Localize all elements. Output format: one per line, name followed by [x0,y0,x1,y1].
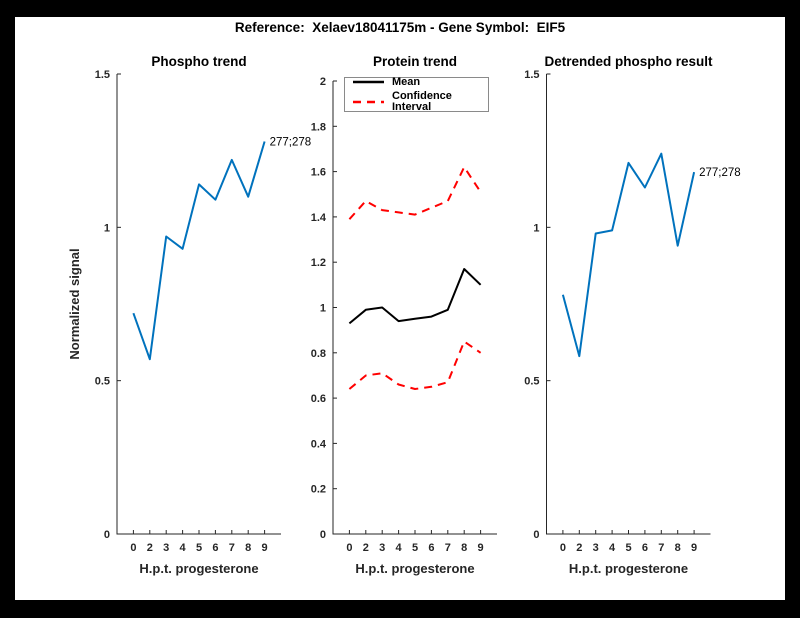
y-tick-label: 1.4 [311,212,327,224]
x-tick-label: 0 [130,542,136,554]
y-axis-label: Normalized signal [67,248,82,359]
legend-row-confidence-interval: Confidence Interval [352,89,488,113]
confidence-interval-swatch [353,100,384,103]
y-tick-label: 0 [320,529,326,541]
endpoint-annotation: 277;278 [699,167,741,179]
x-tick-label: 8 [245,542,251,554]
x-tick-label: 0 [346,542,352,554]
y-tick-label: 1.5 [95,69,110,81]
y-tick-label: 0 [104,529,110,541]
x-tick-label: 8 [461,542,467,554]
x-tick-label: 4 [396,542,403,554]
y-tick-label: 0.5 [524,376,539,388]
y-tick-label: 1.6 [311,167,326,179]
y-tick-label: 0.8 [311,348,326,360]
x-tick-label: 6 [212,542,218,554]
x-axis-label: H.p.t. progesterone [569,561,688,576]
axes-spines [332,81,497,535]
axes-spines [116,74,281,535]
x-tick-label: 5 [196,542,202,554]
phospho-line [132,141,266,361]
y-tick-label: 0.5 [95,376,110,388]
x-tick-label: 3 [593,542,599,554]
x-axis-label: H.p.t. progesterone [139,561,258,576]
x-tick-label: 9 [262,542,268,554]
figure-title: Reference: Xelaev18041175m - Gene Symbol… [234,20,566,35]
x-tick-label: 5 [625,542,631,554]
subplot-title: Phospho trend [151,54,246,69]
x-tick-label: 3 [163,542,169,554]
x-tick-label: 2 [576,542,582,554]
x-tick-label: 8 [675,542,681,554]
y-tick-label: 0.2 [311,484,326,496]
y-tick-label: 1 [104,222,110,234]
subplot-title: Protein trend [373,54,457,69]
ci-lower-line [348,340,482,390]
x-tick-label: 4 [180,542,187,554]
legend-row-mean: Mean [352,75,488,88]
y-tick-label: 1.2 [311,257,326,269]
x-tick-label: 6 [642,542,648,554]
x-tick-label: 5 [412,542,418,554]
legend-label-confidence-interval: Confidence Interval [392,89,452,113]
axes-spines [546,74,711,535]
y-tick-label: 0.6 [311,393,326,405]
mean-line-swatch [353,80,384,84]
protein-trend-chart: 0 2 3 4 5 6 7 8 900.20.40.60.811.21.41.61.82Prot… [311,54,497,576]
detrended-phospho-line [561,152,696,358]
y-tick-label: 1 [320,303,326,315]
x-axis-label: H.p.t. progesterone [355,561,474,576]
y-tick-label: 2 [320,76,326,88]
legend: Mean Confidence Interval [344,75,489,113]
x-tick-label: 6 [428,542,434,554]
x-tick-label: 7 [229,542,235,554]
ci-upper-line [348,166,482,220]
x-tick-label: 7 [658,542,664,554]
y-tick-label: 0 [533,529,539,541]
x-tick-label: 4 [609,542,616,554]
y-tick-label: 1.5 [524,69,539,81]
y-tick-label: 1 [533,222,539,234]
x-tick-label: 7 [445,542,451,554]
mean-line [348,268,482,325]
endpoint-annotation: 277;278 [270,136,312,148]
x-tick-label: 3 [379,542,385,554]
x-tick-label: 2 [147,542,153,554]
figure-canvas: Reference: Xelaev18041175m - Gene Symbol… [15,17,785,600]
subplot-title: Detrended phospho result [544,54,713,69]
y-tick-label: 1.8 [311,121,326,133]
legend-label-mean: Mean [392,75,421,88]
y-tick-label: 0.4 [311,438,327,450]
x-tick-label: 9 [691,542,697,554]
x-tick-label: 9 [478,542,484,554]
x-tick-label: 2 [363,542,369,554]
x-tick-label: 0 [560,542,566,554]
